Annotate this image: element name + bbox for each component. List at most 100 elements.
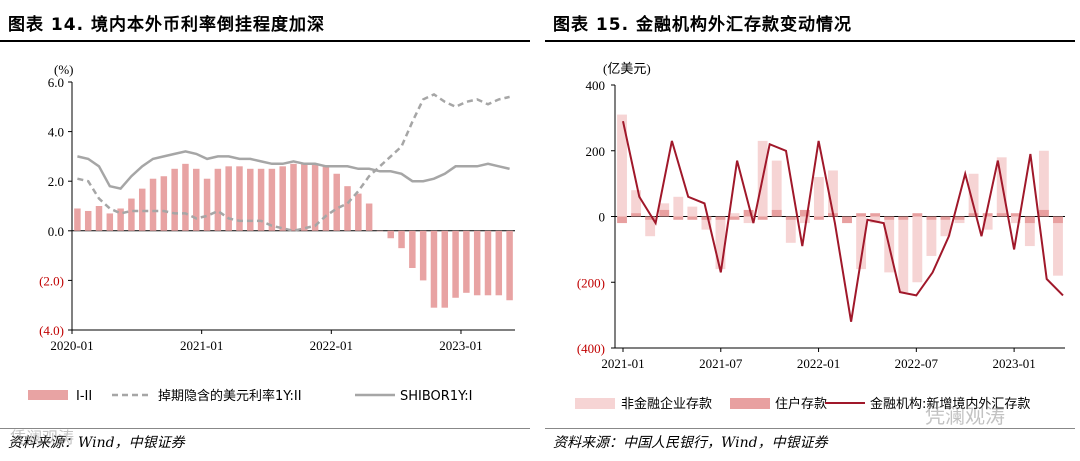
right-bar-corporate [631,190,642,217]
right-bar-household [898,216,909,220]
right-bar-household [743,209,754,217]
right-bar-household [757,216,768,220]
right-watermark: 凭澜观涛 [925,404,1005,428]
right-bar-household [842,216,852,224]
left-bar-i-ii [117,208,124,231]
left-x-tick-label: 2020-01 [50,338,93,353]
right-bar-household [954,216,965,220]
left-x-tick-label: 2022-01 [310,338,353,353]
left-source-rule [0,428,530,429]
right-legend-swatch-corporate [575,398,615,409]
right-bar-corporate [870,216,881,224]
left-y-tick-label: 4.0 [48,125,64,140]
left-bar-i-ii [247,168,254,231]
left-bar-i-ii [376,230,384,232]
right-y-tick-label: 400 [586,78,606,93]
left-bar-i-ii [149,178,157,231]
right-bar-household [631,213,642,217]
right-bar-household [940,216,951,220]
left-bar-i-ii [387,230,394,239]
right-bar-household [813,216,824,220]
right-bar-household [982,213,993,217]
right-bar-corporate [743,216,754,224]
right-x-tick-label: 2021-01 [601,356,644,371]
right-x-tick-label: 2021-07 [699,356,743,371]
left-bar-i-ii [333,173,340,231]
right-bar-corporate [968,173,979,217]
right-bar-household [617,216,627,224]
left-panel: 图表 14. 境内本外币利率倒挂程度加深 6.0 4.0 2.0 0.0 (2.0) (4… [0,0,530,461]
left-bar-i-ii [203,178,211,231]
right-bar-household [701,216,712,220]
left-bar-i-ii [495,230,503,296]
left-y-tick-label: 6.0 [48,75,64,90]
right-bar-corporate [673,196,684,217]
left-unit-label: (%) [54,62,74,77]
left-bar-i-ii [95,206,103,231]
right-y-tick-label: (200) [577,275,605,290]
right-bar-household [870,213,881,217]
right-bar-household [996,213,1007,217]
left-bar-i-ii [84,210,92,231]
left-bar-i-ii [322,166,330,231]
right-bar-corporate [912,216,923,283]
right-bar-household [673,216,684,220]
right-bar-household [1010,213,1021,217]
left-bar-i-ii [484,230,492,296]
left-x-tick-label: 2021-01 [180,338,223,353]
left-bar-i-ii [463,230,470,293]
right-bar-corporate [940,216,951,237]
right-bar-corporate [828,170,838,217]
left-bar-i-ii [279,166,286,231]
right-source: 资料来源：中国人民银行，Wind，中银证券 [553,435,828,451]
right-panel: 图表 15. 金融机构外汇存款变动情况 400 200 0 (200) (400) (亿美… [545,0,1075,461]
right-legend-label: 非金融企业存款 [621,396,712,412]
left-bar-i-ii [441,230,449,308]
right-x-tick-label: 2022-07 [895,356,939,371]
right-x-tick-label: 2023-01 [992,356,1035,371]
right-x-tick-label: 2022-01 [797,356,840,371]
left-y-tick-label: 2.0 [48,174,64,189]
left-bar-i-ii [398,230,405,249]
left-y-tick-label: (4.0) [39,323,64,338]
right-bar-corporate [1038,150,1049,217]
left-chart: 6.0 4.0 2.0 0.0 (2.0) (4.0) (%) 2020-01 2021-01 2… [28,62,515,404]
right-bar-household [771,209,782,217]
left-bar-i-ii [344,186,351,231]
left-bar-i-ii [193,168,200,231]
left-line-shibor [77,150,510,190]
right-bar-corporate [799,216,810,224]
right-bar-household [912,213,923,217]
left-bar-i-ii [268,168,276,231]
left-bar-i-ii [365,203,373,231]
left-legend-label: 掉期隐含的美元利率1Y:II [158,388,302,404]
right-bar-corporate [1010,216,1021,224]
right-y-tick-label: (400) [577,341,605,356]
right-title-rule [545,40,1075,42]
left-title-rule [0,40,530,42]
left-bar-i-ii [301,163,308,231]
right-bar-corporate [687,206,698,217]
left-bar-i-ii [106,213,114,231]
right-bar-household [926,216,937,220]
right-bar-corporate [785,216,796,243]
right-bar-corporate [1024,216,1035,247]
right-line-new-fx-deposits [622,120,1064,322]
right-bar-corporate [898,216,909,293]
left-chart-title: 图表 14. 境内本外币利率倒挂程度加深 [8,15,325,35]
right-bar-corporate [701,216,712,230]
right-bar-household [968,213,979,217]
left-bar-i-ii [160,176,168,231]
left-legend-label: I-II [76,389,92,404]
left-source: 资料来源：Wind，中银证券 [8,435,185,451]
left-bar-i-ii [430,230,438,308]
right-bar-household [785,216,796,220]
right-unit-label: (亿美元) [603,61,651,76]
right-legend-label: 金融机构:新增境内外汇存款 [870,396,1030,412]
right-bar-household [1024,216,1035,224]
left-bar-i-ii [355,193,362,231]
left-bar-i-ii [257,168,265,231]
right-bar-household [729,216,740,220]
right-bar-corporate [982,216,993,230]
right-bar-household [687,216,698,220]
